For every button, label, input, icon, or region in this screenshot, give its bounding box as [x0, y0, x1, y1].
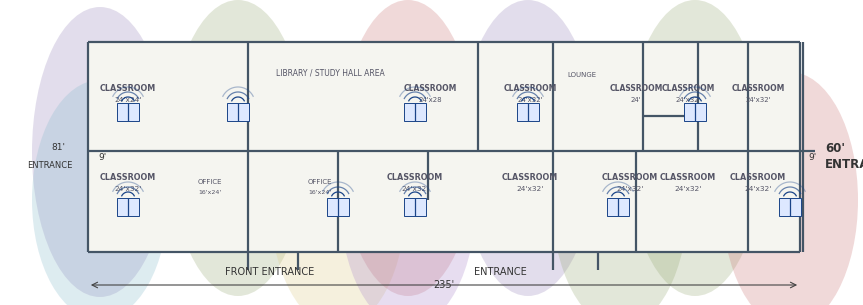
Text: CLASSROOM: CLASSROOM — [403, 84, 457, 93]
Text: 24'x32': 24'x32' — [675, 97, 701, 103]
Text: 24'x28: 24'x28 — [419, 97, 442, 103]
Text: 24'x32': 24'x32' — [401, 186, 429, 192]
Text: LIBRARY / STUDY HALL AREA: LIBRARY / STUDY HALL AREA — [275, 69, 384, 78]
Text: CLASSROOM: CLASSROOM — [100, 84, 156, 93]
Text: 24'x32': 24'x32' — [114, 186, 142, 192]
Ellipse shape — [32, 80, 168, 305]
Text: CLASSROOM: CLASSROOM — [660, 173, 716, 182]
Text: 9': 9' — [98, 153, 106, 163]
Text: CLASSROOM: CLASSROOM — [503, 84, 557, 93]
FancyBboxPatch shape — [779, 198, 801, 216]
Text: CLASSROOM: CLASSROOM — [387, 173, 443, 182]
Ellipse shape — [460, 0, 596, 296]
Text: 24'x32': 24'x32' — [744, 186, 772, 192]
Text: CLASSROOM: CLASSROOM — [602, 173, 658, 182]
FancyBboxPatch shape — [117, 103, 139, 121]
Text: OFFICE: OFFICE — [308, 179, 332, 185]
FancyBboxPatch shape — [88, 42, 800, 252]
Text: CLASSROOM: CLASSROOM — [661, 84, 715, 93]
Ellipse shape — [340, 72, 476, 305]
Ellipse shape — [32, 7, 168, 297]
Text: ENTRANCE: ENTRANCE — [474, 267, 526, 277]
Ellipse shape — [627, 0, 763, 296]
FancyBboxPatch shape — [404, 103, 426, 121]
Text: CLASSROOM: CLASSROOM — [609, 84, 663, 93]
Text: 16'x24': 16'x24' — [308, 190, 331, 195]
Text: 24'x32': 24'x32' — [516, 186, 544, 192]
Ellipse shape — [270, 72, 406, 305]
Text: CLASSROOM: CLASSROOM — [100, 173, 156, 182]
Text: 24': 24' — [631, 97, 641, 103]
Text: ENTRANCE: ENTRANCE — [825, 159, 863, 171]
Text: ENTRANCE: ENTRANCE — [28, 160, 72, 170]
FancyBboxPatch shape — [517, 103, 539, 121]
Text: 24'x32': 24'x32' — [517, 97, 543, 103]
Ellipse shape — [552, 72, 688, 305]
Text: OFFICE: OFFICE — [198, 179, 223, 185]
FancyBboxPatch shape — [117, 198, 139, 216]
Text: CLASSROOM: CLASSROOM — [730, 173, 786, 182]
Text: 235': 235' — [433, 280, 455, 290]
Text: 24'x32': 24'x32' — [746, 97, 771, 103]
Ellipse shape — [170, 0, 306, 296]
Text: 24'x32': 24'x32' — [616, 186, 644, 192]
Text: FRONT ENTRANCE: FRONT ENTRANCE — [225, 267, 315, 277]
Text: LOUNGE: LOUNGE — [568, 72, 596, 78]
Text: CLASSROOM: CLASSROOM — [731, 84, 784, 93]
Text: 24'x32': 24'x32' — [674, 186, 702, 192]
FancyBboxPatch shape — [327, 198, 349, 216]
FancyBboxPatch shape — [227, 103, 249, 121]
Text: 9': 9' — [808, 153, 816, 163]
Text: 60': 60' — [825, 142, 845, 155]
Text: 16'x24': 16'x24' — [198, 190, 222, 195]
FancyBboxPatch shape — [607, 198, 629, 216]
Ellipse shape — [340, 0, 476, 296]
Text: CLASSROOM: CLASSROOM — [502, 173, 558, 182]
Text: 81': 81' — [51, 143, 65, 152]
Ellipse shape — [722, 72, 858, 305]
FancyBboxPatch shape — [684, 103, 706, 121]
Text: 24'x24': 24'x24' — [114, 97, 142, 103]
FancyBboxPatch shape — [404, 198, 426, 216]
